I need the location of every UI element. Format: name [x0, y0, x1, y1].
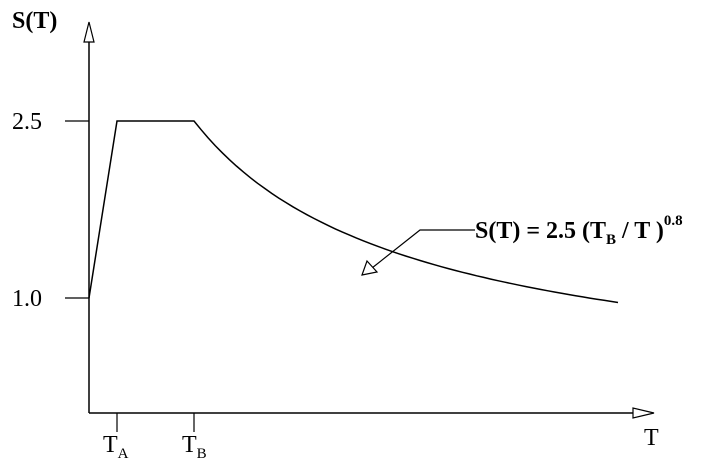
y-tick-label-2.5: 2.5 — [12, 109, 42, 135]
x-axis-label: T — [644, 425, 659, 451]
y-tick-label-1.0: 1.0 — [12, 286, 42, 312]
spectrum-curve — [88, 120, 619, 304]
formula-subscript: B — [606, 232, 616, 248]
x-tick-label-tb: TB — [182, 432, 207, 462]
y-axis-arrowhead — [83, 21, 95, 43]
x-tick-label-ta-subscript: A — [118, 446, 129, 462]
formula-suffix: / T ) — [616, 218, 664, 244]
y-axis-label: S(T) — [12, 8, 57, 34]
formula-prefix: S(T) = 2.5 (T — [475, 218, 606, 244]
formula-annotation: S(T) = 2.5 (TB / T )0.8 — [475, 213, 683, 248]
x-tick-label-tb-subscript: B — [197, 446, 207, 462]
annotation-leader-line — [371, 229, 475, 269]
x-tick-label-ta: TA — [103, 432, 129, 462]
x-axis-arrowhead — [632, 407, 655, 419]
formula-exponent: 0.8 — [664, 213, 683, 229]
x-tick-label-ta-main: T — [103, 432, 118, 458]
x-tick-label-tb-main: T — [182, 432, 197, 458]
annotation-arrowhead — [361, 259, 379, 276]
